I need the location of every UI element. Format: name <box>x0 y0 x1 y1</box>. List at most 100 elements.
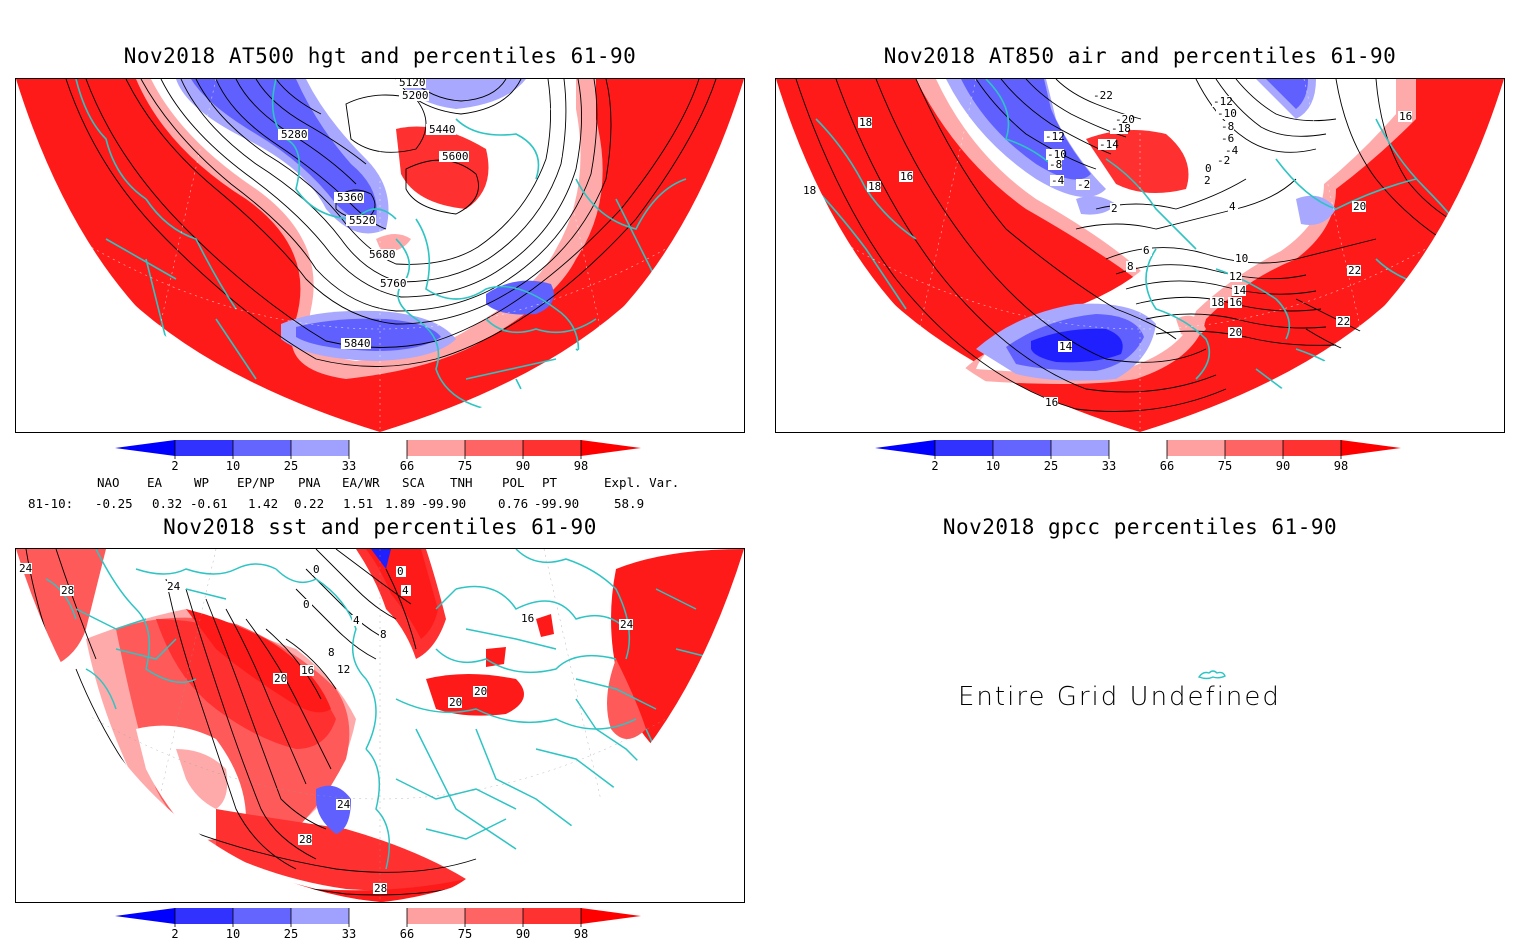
contour-label: 28 <box>96 668 110 681</box>
index-header: EP/NP <box>237 475 275 490</box>
contour-label: 10 <box>1234 252 1248 265</box>
contour-label: 24 <box>336 798 351 811</box>
colorbar-label: 10 <box>226 459 240 472</box>
colorbar-left-arrow <box>115 440 175 456</box>
colorbar-segment <box>233 908 291 924</box>
contour-label: -14 <box>1098 138 1119 151</box>
colorbar-segment <box>1283 440 1341 456</box>
index-header: Expl. Var. <box>604 475 680 490</box>
index-value: -99.90 <box>534 496 580 511</box>
contour-label: -10 <box>1216 107 1237 120</box>
svg-text:12: 12 <box>337 663 350 676</box>
colorbar-label: 90 <box>516 927 530 940</box>
contour-label: 20 <box>1352 200 1366 213</box>
colorbar-label: 10 <box>986 459 1000 472</box>
colorbar-segment <box>1109 440 1167 456</box>
contour-label: 14 <box>1232 284 1247 297</box>
index-header: EA <box>147 475 163 490</box>
contour-label: 18 <box>867 180 881 193</box>
svg-text:0: 0 <box>397 565 404 578</box>
colorbar-segment <box>465 440 523 456</box>
colorbar-right-arrow <box>581 908 641 924</box>
contour-label: 4 <box>1228 200 1238 213</box>
svg-text:5440: 5440 <box>429 123 456 136</box>
svg-text:6: 6 <box>1143 244 1150 257</box>
panel-title-hgt500: Nov2018 AT500 hgt and percentiles 61-90 <box>123 44 637 68</box>
contour-label: 5360 <box>334 191 364 204</box>
index-header: TNH <box>450 475 473 490</box>
contour-label: -18 <box>1110 122 1131 135</box>
colorbar-right-arrow <box>1341 440 1401 456</box>
colorbar-segment <box>233 440 291 456</box>
svg-text:16: 16 <box>900 170 913 183</box>
colorbar-right-arrow <box>581 440 641 456</box>
svg-text:24: 24 <box>337 798 351 811</box>
colorbar-segment <box>1225 440 1283 456</box>
svg-text:14: 14 <box>1059 340 1073 353</box>
svg-text:5200: 5200 <box>402 89 429 102</box>
colorbar-left-arrow <box>875 440 935 456</box>
colorbar-segment <box>465 908 523 924</box>
colorbar-label: 33 <box>1102 459 1116 472</box>
contour-label: 14 <box>1058 340 1073 353</box>
undefined-grid-message: Entire Grid Undefined <box>958 682 1281 712</box>
index-header: SCA <box>402 475 425 490</box>
index-header: NAO <box>97 475 120 490</box>
svg-text:-2: -2 <box>1077 178 1090 191</box>
index-value: 1.51 <box>343 496 374 511</box>
svg-text:20: 20 <box>474 685 487 698</box>
contour-label: 16 <box>1398 110 1412 123</box>
contour-label: -12 <box>1212 95 1233 108</box>
contour-label: -6 <box>1220 132 1234 145</box>
contour-label: 5680 <box>366 248 396 261</box>
contour-label: 0 <box>1204 162 1214 175</box>
panel-title-gpcc: Nov2018 gpcc percentiles 61-90 <box>942 515 1338 539</box>
colorbar-sst: 2 10 25 33 66 75 90 98 <box>115 906 645 941</box>
index-value: 0.32 <box>152 496 183 511</box>
svg-text:-18: -18 <box>1111 122 1131 135</box>
panel-title-sst: Nov2018 sst and percentiles 61-90 <box>163 515 597 539</box>
contour-label: 6 <box>1142 244 1152 257</box>
svg-text:16: 16 <box>1045 396 1058 409</box>
svg-text:28: 28 <box>61 584 74 597</box>
colorbar-label: 25 <box>1044 459 1058 472</box>
colorbar-label: 33 <box>342 459 356 472</box>
index-header: POL <box>502 475 525 490</box>
svg-text:5840: 5840 <box>344 337 371 350</box>
colorbar-segment <box>935 440 993 456</box>
svg-text:18: 18 <box>803 184 816 197</box>
svg-text:24: 24 <box>167 580 181 593</box>
svg-text:16: 16 <box>521 612 534 625</box>
contour-label: 22 <box>1347 264 1361 277</box>
contour-label: 5280 <box>278 128 308 141</box>
colorbar-label: 90 <box>1276 459 1290 472</box>
svg-text:-12: -12 <box>1213 95 1233 108</box>
svg-text:5520: 5520 <box>349 214 376 227</box>
contour-label: -8 <box>1048 158 1062 171</box>
svg-text:5120: 5120 <box>399 79 426 89</box>
colorbar-label: 2 <box>931 459 938 472</box>
colorbar-segment <box>1167 440 1225 456</box>
colorbar-label: 75 <box>458 927 472 940</box>
svg-text:0: 0 <box>313 563 320 576</box>
contour-label: 0 <box>312 563 322 576</box>
index-header: PNA <box>298 475 321 490</box>
colorbar-segment <box>175 908 233 924</box>
contour-label: 28 <box>373 882 387 895</box>
colorbar-label: 98 <box>574 927 588 940</box>
contour-label: 5200 <box>399 89 429 102</box>
index-value: 0.76 <box>498 496 529 511</box>
svg-text:20: 20 <box>274 672 287 685</box>
colorbar-label: 98 <box>1334 459 1348 472</box>
contour-label: 16 <box>899 170 913 183</box>
contour-label: 16 <box>1044 396 1058 409</box>
contour-label: 20 <box>448 696 462 709</box>
colorbar-left-arrow <box>115 908 175 924</box>
contour-label: 5440 <box>426 123 456 136</box>
index-value: 1.89 <box>385 496 416 511</box>
svg-text:8: 8 <box>380 628 387 641</box>
svg-text:-22: -22 <box>1093 89 1113 102</box>
svg-text:-8: -8 <box>1049 158 1062 171</box>
colorbar-label: 25 <box>284 927 298 940</box>
svg-text:18: 18 <box>1211 296 1224 309</box>
